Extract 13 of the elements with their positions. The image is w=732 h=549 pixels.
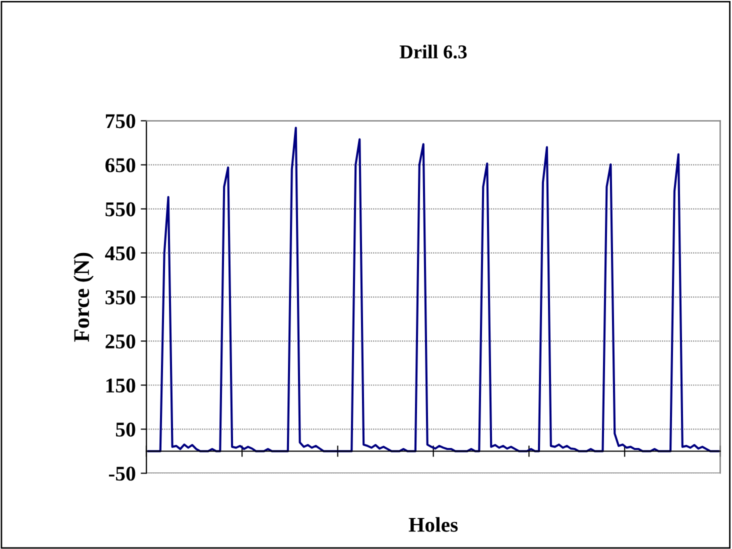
line-series <box>147 126 720 452</box>
y-tick-label: 350 <box>106 290 136 304</box>
x-axis-title: Holes <box>408 517 458 532</box>
y-tick-label: 650 <box>105 158 136 172</box>
y-tick-label: 250 <box>106 334 136 348</box>
y-tick-label: 750 <box>106 114 136 128</box>
y-axis-title: Force (N) <box>73 252 94 342</box>
y-tick-label: 450 <box>105 246 136 260</box>
y-tick-label: -50 <box>108 466 136 481</box>
y-tick-label: 50 <box>116 422 136 437</box>
y-tick-label: 150 <box>106 378 136 393</box>
chart-title: Drill 6.3 <box>400 44 467 59</box>
y-tick-label: 550 <box>106 202 136 216</box>
